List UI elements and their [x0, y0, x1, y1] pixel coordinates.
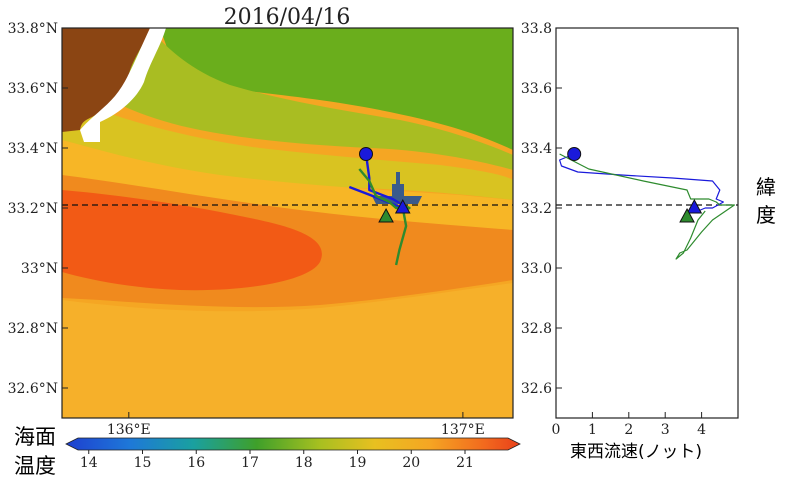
map-lon-tick-label: 137°E: [441, 422, 485, 438]
profile-frame: [555, 27, 739, 419]
land-mass: [62, 28, 150, 132]
colorbar-label-line2: 温度: [14, 454, 56, 478]
colorbar-tick-label: 18: [295, 455, 313, 471]
ship-icon: [372, 172, 422, 204]
profile-axis: 33.8 33.6 33.4 33.2 33.0 32.8 32.6 0 1 2 3 4: [521, 21, 706, 438]
sst-hot-core: [62, 190, 322, 291]
colorbar-tick-label: 15: [134, 455, 152, 471]
map-lat-tick-label: 33.6°N: [8, 81, 58, 97]
colorbar-label-line1: 海面: [14, 425, 56, 449]
sst-cool-region: [110, 30, 513, 170]
map-lat-tick-label: 33.2°N: [8, 201, 58, 217]
profile-x-tick-label: 0: [552, 422, 561, 438]
profile-x-tick-label: 3: [661, 422, 670, 438]
map-lon-tick-label: 136°E: [107, 422, 151, 438]
colorbar-tick-label: 21: [456, 455, 474, 471]
profile-ylabel-line2: 度: [756, 203, 776, 227]
map-start-marker: [359, 147, 374, 161]
profile-start-marker: [567, 147, 582, 161]
profile-y-tick-label: 33.8: [521, 21, 552, 37]
profile-x-tick-label: 2: [624, 422, 633, 438]
map-tracks: [348, 147, 411, 266]
profile-y-tick-label: 32.6: [521, 381, 552, 397]
map-frame: [61, 27, 514, 419]
land-white-gap: [80, 28, 166, 142]
profile-y-tick-label: 32.8: [521, 321, 552, 337]
profile-y-tick-label: 33.0: [521, 261, 552, 277]
sst-mild-region: [62, 110, 513, 200]
sst-south-warm: [62, 283, 513, 418]
map-lat-tick-label: 33.4°N: [8, 141, 58, 157]
map-lat-tick-label: 33°N: [21, 261, 58, 277]
profile-end-marker-green: [679, 207, 695, 223]
colorbar-body: [65, 437, 521, 451]
colorbar-tick-label: 14: [80, 455, 98, 471]
profile-xlabel: 東西流速(ノット): [570, 442, 702, 462]
colorbar-tick-label: 19: [349, 455, 367, 471]
sst-map: [62, 28, 513, 418]
map-axis: 33.8°N 33.6°N 33.4°N 33.2°N 33°N 32.8°N 32.6°N…: [8, 21, 485, 438]
profile-end-marker-blue: [686, 198, 703, 214]
profile-y-tick-label: 33.2: [521, 201, 552, 217]
map-lat-tick-label: 32.8°N: [8, 321, 58, 337]
map-end-marker-blue: [394, 198, 411, 214]
colorbar-tick-label: 20: [402, 455, 420, 471]
colorbar-tick-label: 16: [187, 455, 205, 471]
sst-cold-region: [160, 28, 513, 150]
map-title: 2016/04/16: [224, 5, 351, 30]
profile-y-tick-label: 33.6: [521, 81, 552, 97]
profile-line-blue: [558, 153, 725, 212]
colorbar: 14 15 16 17 18 19 20 21: [65, 437, 521, 471]
map-lat-tick-label: 32.6°N: [8, 381, 58, 397]
profile-ylabel-line1: 緯: [756, 175, 776, 199]
map-track-green: [358, 168, 408, 266]
profile-y-tick-label: 33.4: [521, 141, 552, 157]
profile-line-green: [559, 153, 736, 260]
profile-x-tick-label: 4: [697, 422, 706, 438]
profile-background: [556, 28, 738, 418]
colorbar-tick-label: 17: [241, 455, 259, 471]
profile-x-tick-label: 1: [588, 422, 597, 438]
profile-tracks: [558, 147, 736, 260]
map-end-marker-green: [378, 207, 394, 223]
map-lat-tick-label: 33.8°N: [8, 21, 58, 37]
colorbar-ticks: 14 15 16 17 18 19 20 21: [80, 450, 474, 471]
